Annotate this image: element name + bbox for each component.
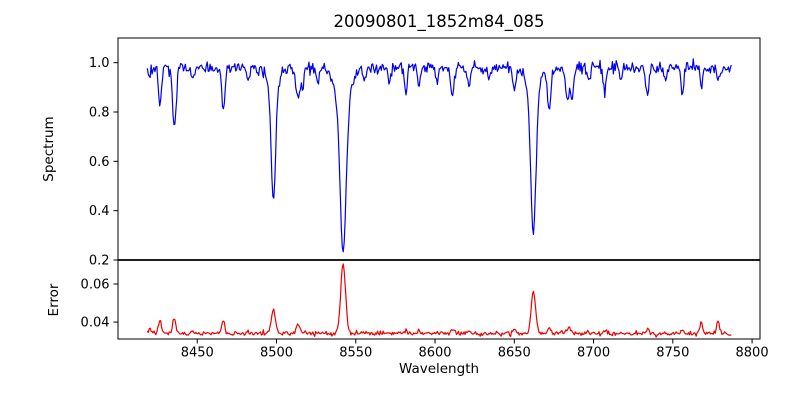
y-tick-label: 0.04 [81,316,110,331]
x-tick-label: 8800 [736,346,769,361]
x-tick-label: 8650 [498,346,531,361]
chart-title: 20090801_1852m84_085 [333,12,545,31]
y-tick-label: 1.0 [89,56,110,71]
error-line [146,263,732,338]
x-tick-label: 8750 [656,346,689,361]
spectrum-line [146,58,732,253]
y-tick-label: 0.2 [89,254,110,269]
x-tick-label: 8500 [260,346,293,361]
y-tick-label: 0.8 [89,106,110,121]
x-tick-label: 8550 [339,346,372,361]
y-tick-label: 0.4 [89,204,110,219]
plot-frame [117,37,761,340]
x-tick-label: 8700 [577,346,610,361]
x-tick-label: 8600 [418,346,451,361]
x-axis-label: Wavelength [398,361,480,377]
x-tick-label: 8450 [181,346,214,361]
y-tick-label: 0.06 [81,277,110,292]
y-tick-label: 0.6 [89,155,110,170]
